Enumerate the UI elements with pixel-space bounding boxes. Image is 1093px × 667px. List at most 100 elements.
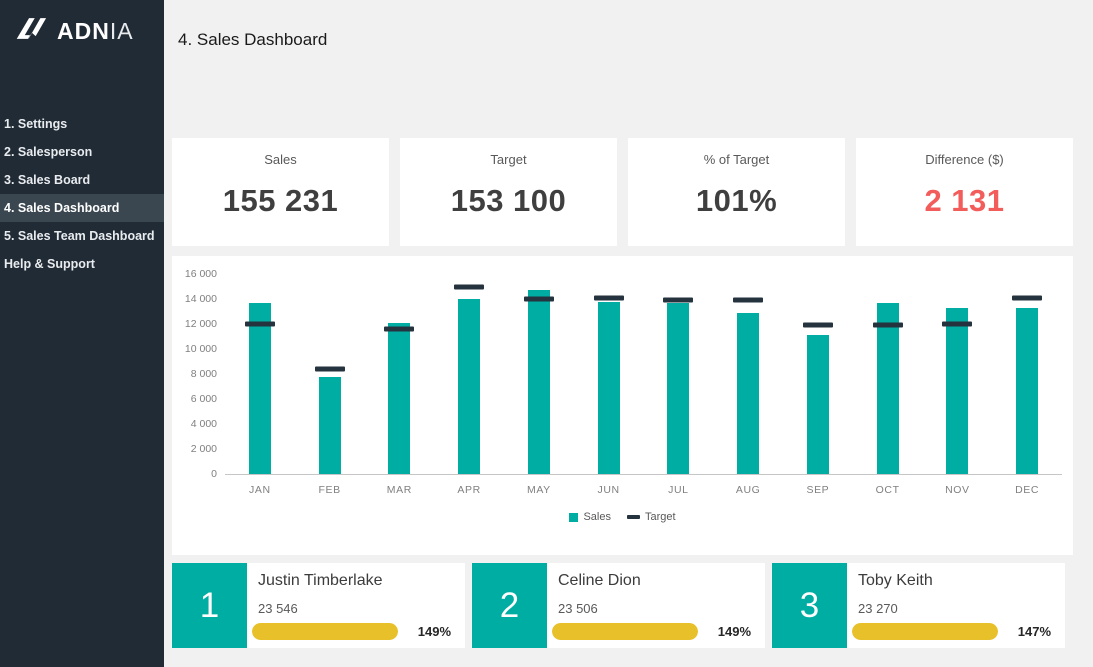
chart-plot-area: 02 0004 0006 0008 00010 00012 00014 0001…: [225, 274, 1062, 474]
kpi-card-target: Target 153 100: [400, 138, 617, 246]
x-axis-label-apr: APR: [434, 484, 504, 496]
x-axis-label-jan: JAN: [225, 484, 295, 496]
progress-bar: [852, 623, 998, 640]
salesperson-sales-value: 23 506: [558, 601, 598, 616]
rank-badge: 2: [472, 563, 547, 648]
salesperson-sales-value: 23 546: [258, 601, 298, 616]
leaderboard-card-3: 3 Toby Keith 23 270 147%: [772, 563, 1065, 648]
x-axis-label-nov: NOV: [923, 484, 993, 496]
legend-swatch-sales: [569, 513, 578, 522]
y-axis-tick-label: 16 000: [157, 268, 217, 280]
target-marker-feb: [315, 367, 345, 372]
x-axis-label-dec: DEC: [992, 484, 1062, 496]
target-marker-sep: [803, 323, 833, 328]
x-axis-label-feb: FEB: [295, 484, 365, 496]
sidebar-item-sales-dashboard[interactable]: 4. Sales Dashboard: [0, 194, 164, 222]
chart-column-jun: [574, 274, 644, 474]
sales-bar-sep: [807, 335, 829, 474]
target-marker-jan: [245, 322, 275, 327]
sidebar-item-salesperson[interactable]: 2. Salesperson: [0, 138, 164, 166]
kpi-label: Target: [400, 152, 617, 167]
sidebar-item-sales-team-dashboard[interactable]: 5. Sales Team Dashboard: [0, 222, 164, 250]
percent-of-target: 149%: [718, 624, 751, 639]
x-axis-label-jul: JUL: [644, 484, 714, 496]
target-marker-apr: [454, 284, 484, 289]
sales-bar-nov: [946, 308, 968, 474]
chart-column-dec: [992, 274, 1062, 474]
sales-vs-target-chart: 02 0004 0006 0008 00010 00012 00014 0001…: [172, 256, 1073, 555]
page-title: 4. Sales Dashboard: [178, 30, 327, 50]
percent-of-target: 147%: [1018, 624, 1051, 639]
kpi-label: Difference ($): [856, 152, 1073, 167]
kpi-card-sales: Sales 155 231: [172, 138, 389, 246]
chart-column-oct: [853, 274, 923, 474]
chart-column-jan: [225, 274, 295, 474]
y-axis-tick-label: 0: [157, 468, 217, 480]
kpi-label: Sales: [172, 152, 389, 167]
y-axis-tick-label: 4 000: [157, 418, 217, 430]
y-axis-tick-label: 10 000: [157, 343, 217, 355]
kpi-value: 153 100: [400, 183, 617, 219]
kpi-value: 155 231: [172, 183, 389, 219]
rank-badge: 1: [172, 563, 247, 648]
legend-item-target: Target: [627, 511, 676, 523]
sales-bar-may: [528, 290, 550, 474]
target-marker-dec: [1012, 295, 1042, 300]
progress-bar: [552, 623, 698, 640]
sales-bar-apr: [458, 299, 480, 474]
sidebar-item-settings[interactable]: 1. Settings: [0, 110, 164, 138]
sidebar-nav: 1. Settings 2. Salesperson 3. Sales Boar…: [0, 110, 164, 278]
salesperson-sales-value: 23 270: [858, 601, 898, 616]
target-marker-nov: [942, 322, 972, 327]
y-axis-tick-label: 14 000: [157, 293, 217, 305]
sales-bar-dec: [1016, 308, 1038, 474]
chart-column-nov: [923, 274, 993, 474]
x-axis-label-aug: AUG: [713, 484, 783, 496]
target-marker-aug: [733, 297, 763, 302]
salesperson-name: Justin Timberlake: [258, 572, 383, 590]
y-axis-tick-label: 6 000: [157, 393, 217, 405]
sidebar-item-sales-board[interactable]: 3. Sales Board: [0, 166, 164, 194]
target-marker-jul: [663, 298, 693, 303]
x-axis-line: [225, 474, 1062, 475]
kpi-value: 101%: [628, 183, 845, 219]
x-axis-label-mar: MAR: [365, 484, 435, 496]
progress-bar: [252, 623, 398, 640]
chart-column-mar: [365, 274, 435, 474]
sales-bar-jul: [667, 303, 689, 474]
chart-column-may: [504, 274, 574, 474]
sidebar-item-help-support[interactable]: Help & Support: [0, 250, 164, 278]
legend-item-sales: Sales: [569, 511, 611, 523]
y-axis-tick-label: 12 000: [157, 318, 217, 330]
x-axis-label-jun: JUN: [574, 484, 644, 496]
legend-swatch-target: [627, 515, 640, 519]
target-marker-mar: [384, 327, 414, 332]
adnia-logo: ADNIA: [12, 16, 134, 46]
x-axis-label-may: MAY: [504, 484, 574, 496]
adnia-logo-text: ADNIA: [57, 18, 134, 45]
target-marker-may: [524, 297, 554, 302]
x-axis-label-sep: SEP: [783, 484, 853, 496]
sales-bar-jun: [598, 302, 620, 475]
kpi-value: 2 131: [856, 183, 1073, 219]
chart-column-jul: [644, 274, 714, 474]
x-axis-label-oct: OCT: [853, 484, 923, 496]
percent-of-target: 149%: [418, 624, 451, 639]
leaderboard-card-2: 2 Celine Dion 23 506 149%: [472, 563, 765, 648]
salesperson-name: Toby Keith: [858, 572, 933, 590]
chart-legend: Sales Target: [172, 511, 1073, 523]
sales-dashboard-screen: ADNIA 1. Settings 2. Salesperson 3. Sale…: [0, 0, 1093, 667]
target-marker-jun: [594, 295, 624, 300]
sidebar: ADNIA 1. Settings 2. Salesperson 3. Sale…: [0, 0, 164, 667]
target-marker-oct: [873, 323, 903, 328]
chart-column-apr: [434, 274, 504, 474]
leaderboard-card-1: 1 Justin Timberlake 23 546 149%: [172, 563, 465, 648]
kpi-card-percent-of-target: % of Target 101%: [628, 138, 845, 246]
sales-bar-jan: [249, 303, 271, 474]
kpi-label: % of Target: [628, 152, 845, 167]
salesperson-name: Celine Dion: [558, 572, 641, 590]
sales-bar-oct: [877, 303, 899, 474]
y-axis-tick-label: 2 000: [157, 443, 217, 455]
chart-column-feb: [295, 274, 365, 474]
chart-column-sep: [783, 274, 853, 474]
